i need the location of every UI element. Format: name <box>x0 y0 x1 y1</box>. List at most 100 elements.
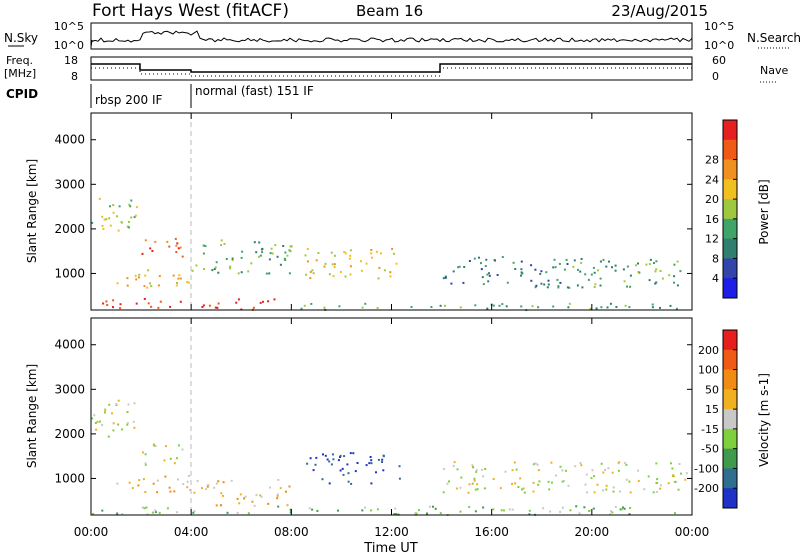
echo-cell <box>637 262 639 265</box>
echo-cell <box>349 254 352 257</box>
echo-cell <box>599 284 602 287</box>
echo-cell <box>137 484 140 487</box>
echo-cell <box>308 507 311 510</box>
echo-cell <box>255 251 258 254</box>
echo-cell <box>119 303 122 306</box>
echo-cell <box>442 277 445 280</box>
freq-panel: Freq. [MHz] 18 8 60 0 Nave <box>4 54 788 83</box>
echo-cell <box>107 435 110 438</box>
echo-cell <box>273 298 276 301</box>
echo-cell <box>442 491 445 494</box>
echo-cell <box>450 282 453 285</box>
echo-cell <box>253 504 256 507</box>
colorbar-tick-label: 8 <box>712 252 719 265</box>
colorbar-swatch <box>723 278 737 299</box>
echo-cell <box>615 306 618 308</box>
colorbar-swatch <box>723 199 737 220</box>
echo-cell <box>444 304 446 307</box>
echo-cell <box>182 483 185 486</box>
cpid-segment-2: normal (fast) 151 IF <box>195 84 314 98</box>
echo-cell <box>446 482 449 485</box>
echo-cell <box>476 488 479 491</box>
echo-cell <box>326 458 329 461</box>
echo-cell <box>322 453 324 456</box>
echo-cell <box>311 269 314 272</box>
echo-cell <box>554 266 557 269</box>
echo-cell <box>395 262 398 265</box>
echo-cell <box>229 267 231 270</box>
echo-cell <box>230 479 233 482</box>
echo-cell <box>106 304 109 306</box>
echo-cell <box>339 271 342 273</box>
cpid-label: CPID <box>6 87 38 101</box>
nsky-trace <box>90 30 693 48</box>
echo-cell <box>500 509 503 512</box>
echo-cell <box>237 272 240 275</box>
echo-cell <box>605 265 608 268</box>
colorbar-swatch <box>723 448 737 469</box>
echo-cell <box>636 469 639 472</box>
echo-cell <box>147 302 150 305</box>
echo-cell <box>146 286 149 289</box>
echo-cell <box>138 479 141 481</box>
echo-cell <box>305 273 308 276</box>
echo-cell <box>213 268 216 270</box>
echo-cell <box>239 493 242 496</box>
echo-cell <box>624 304 627 307</box>
echo-cell <box>535 284 538 287</box>
echo-cell <box>202 244 205 247</box>
echo-cell <box>259 254 262 257</box>
echo-cell <box>330 251 333 254</box>
echo-cell <box>217 302 220 305</box>
echo-cell <box>332 275 335 278</box>
echo-cell <box>283 257 286 260</box>
echo-cell <box>120 221 123 224</box>
echo-cell <box>126 411 129 413</box>
echo-cell <box>321 478 324 481</box>
echo-cell <box>398 465 401 468</box>
echo-cell <box>493 259 496 262</box>
echo-cell <box>590 273 593 276</box>
echo-cell <box>583 506 586 509</box>
echo-cell <box>154 509 157 512</box>
nsearch-label: N.Search <box>747 31 800 45</box>
echo-cell <box>651 306 654 309</box>
echo-cell <box>267 502 270 505</box>
echo-cell <box>600 462 603 465</box>
echo-cell <box>511 482 513 485</box>
echo-cell <box>537 306 540 309</box>
echo-cell <box>98 197 101 200</box>
echo-cell <box>276 497 279 500</box>
echo-cell <box>186 281 189 284</box>
echo-cell <box>651 303 654 306</box>
echo-cell <box>349 249 352 252</box>
echo-cell <box>593 286 596 288</box>
echo-cell <box>482 506 485 509</box>
echo-cell <box>332 458 335 461</box>
echo-cell <box>602 489 604 492</box>
echo-cell <box>240 271 243 274</box>
echo-cell <box>147 269 150 272</box>
echo-cell <box>332 453 334 456</box>
echo-cell <box>654 282 657 285</box>
echo-cell <box>557 285 560 288</box>
echo-cell <box>553 258 556 261</box>
echo-cell <box>207 484 210 487</box>
echo-cell <box>303 304 306 307</box>
echo-cell <box>215 261 218 264</box>
nsky-panel: N.Sky 10^5 10^0 10^5 10^0 N.Search <box>4 20 800 52</box>
echo-cell <box>472 466 475 469</box>
echo-cell <box>306 260 309 263</box>
echo-cell <box>595 307 598 310</box>
echo-cell <box>94 422 97 424</box>
echo-cell <box>152 482 155 485</box>
echo-cell <box>376 508 379 511</box>
echo-cell <box>370 462 373 465</box>
echo-cell <box>584 483 587 486</box>
echo-cell <box>668 274 671 277</box>
echo-cell <box>543 283 546 286</box>
echo-cell <box>154 240 157 243</box>
echo-cell <box>378 266 381 269</box>
echo-cell <box>428 505 431 508</box>
echo-cell <box>205 488 208 491</box>
